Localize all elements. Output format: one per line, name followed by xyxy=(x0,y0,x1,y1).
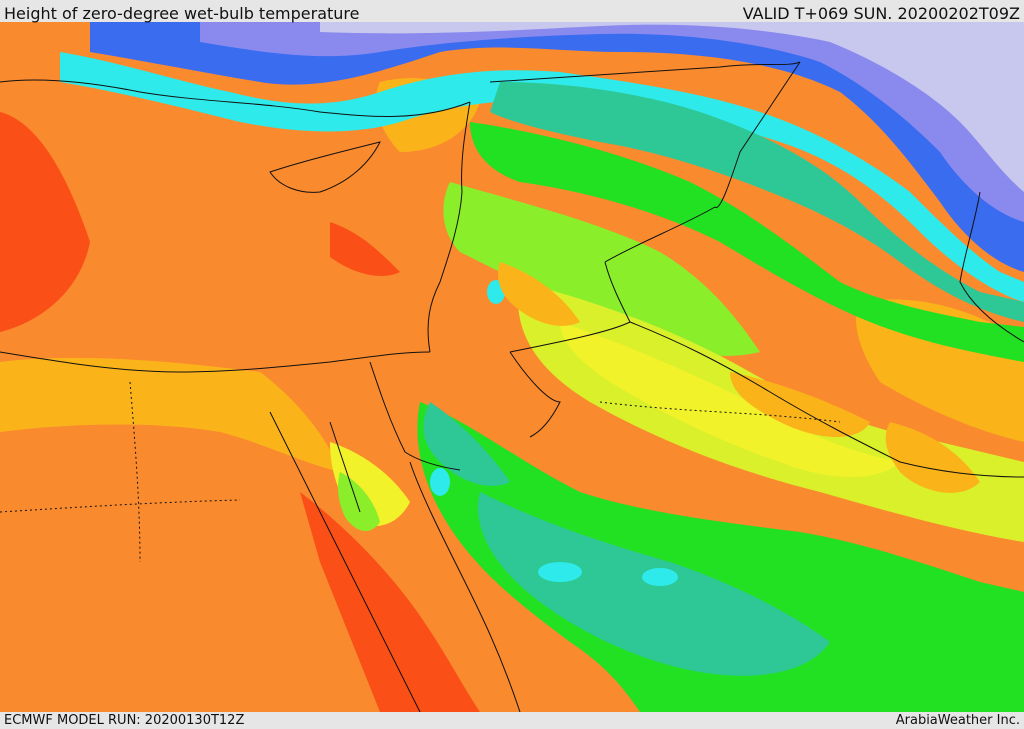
cyan-speck-1 xyxy=(538,562,582,582)
valid-time-label: VALID T+069 SUN. 20200202T09Z xyxy=(742,4,1020,23)
credit-label: ArabiaWeather Inc. xyxy=(895,713,1020,728)
red-zone-red-sea xyxy=(300,492,480,712)
lightgreen-band-syria xyxy=(443,182,760,356)
border-saudi-internal xyxy=(599,401,841,423)
cyan-speck-2 xyxy=(642,568,678,586)
red-zone-anatolia-central xyxy=(330,222,400,277)
coastline-persian-gulf xyxy=(959,191,1024,343)
lightgreen-patch-sinai xyxy=(337,472,380,532)
teal-patch-jordan xyxy=(423,402,510,486)
border-saudi-east xyxy=(629,321,1024,478)
model-run-label: ECMWF MODEL RUN: 20200130T12Z xyxy=(4,713,245,728)
wet-bulb-height-map xyxy=(0,22,1024,712)
border-iraq-saudi xyxy=(604,206,716,263)
border-syria-iraq xyxy=(489,61,801,83)
cyprus-outline xyxy=(269,141,381,193)
teal-band-iraq xyxy=(490,82,1024,322)
map-title: Height of zero-degree wet-bulb temperatu… xyxy=(4,4,360,23)
green-band-arabia-south xyxy=(417,402,1024,712)
border-jordan-south xyxy=(509,351,561,438)
cyan-band-north xyxy=(60,52,1024,302)
footer-bar: ECMWF MODEL RUN: 20200130T12Z ArabiaWeat… xyxy=(0,712,1024,729)
green-band-fertile-crescent xyxy=(470,122,1024,362)
map-area xyxy=(0,22,1024,712)
coastline-red-sea-west xyxy=(269,411,421,712)
lightorange-patch-arabia xyxy=(730,372,870,437)
contour-fill-layer xyxy=(0,22,1024,712)
header-bar: Height of zero-degree wet-bulb temperatu… xyxy=(0,0,1024,23)
cyan-speck-3 xyxy=(430,468,450,496)
coastline-levant xyxy=(427,101,471,353)
border-egypt-sudan xyxy=(0,499,241,513)
yellow-band-central xyxy=(560,322,900,477)
border-jordan-saudi xyxy=(509,261,631,353)
border-egypt-libya xyxy=(129,381,141,563)
coastline-turkey-south xyxy=(0,79,471,117)
coastline-gulf-of-suez xyxy=(329,421,361,513)
cold-band-north-verylow xyxy=(320,22,1024,192)
light-orange-sinai-egypt xyxy=(0,357,340,472)
coastline-red-sea-east xyxy=(409,461,521,712)
boundary-layer xyxy=(0,61,1024,712)
lightorange-patch-arabia-2 xyxy=(885,422,980,493)
red-zone-anatolia-west xyxy=(0,112,90,332)
border-iraq-east xyxy=(714,61,801,208)
border-sinai-israel xyxy=(369,361,461,471)
coastline-egypt-north xyxy=(0,351,431,373)
lightorange-patch-jordan xyxy=(498,262,580,326)
